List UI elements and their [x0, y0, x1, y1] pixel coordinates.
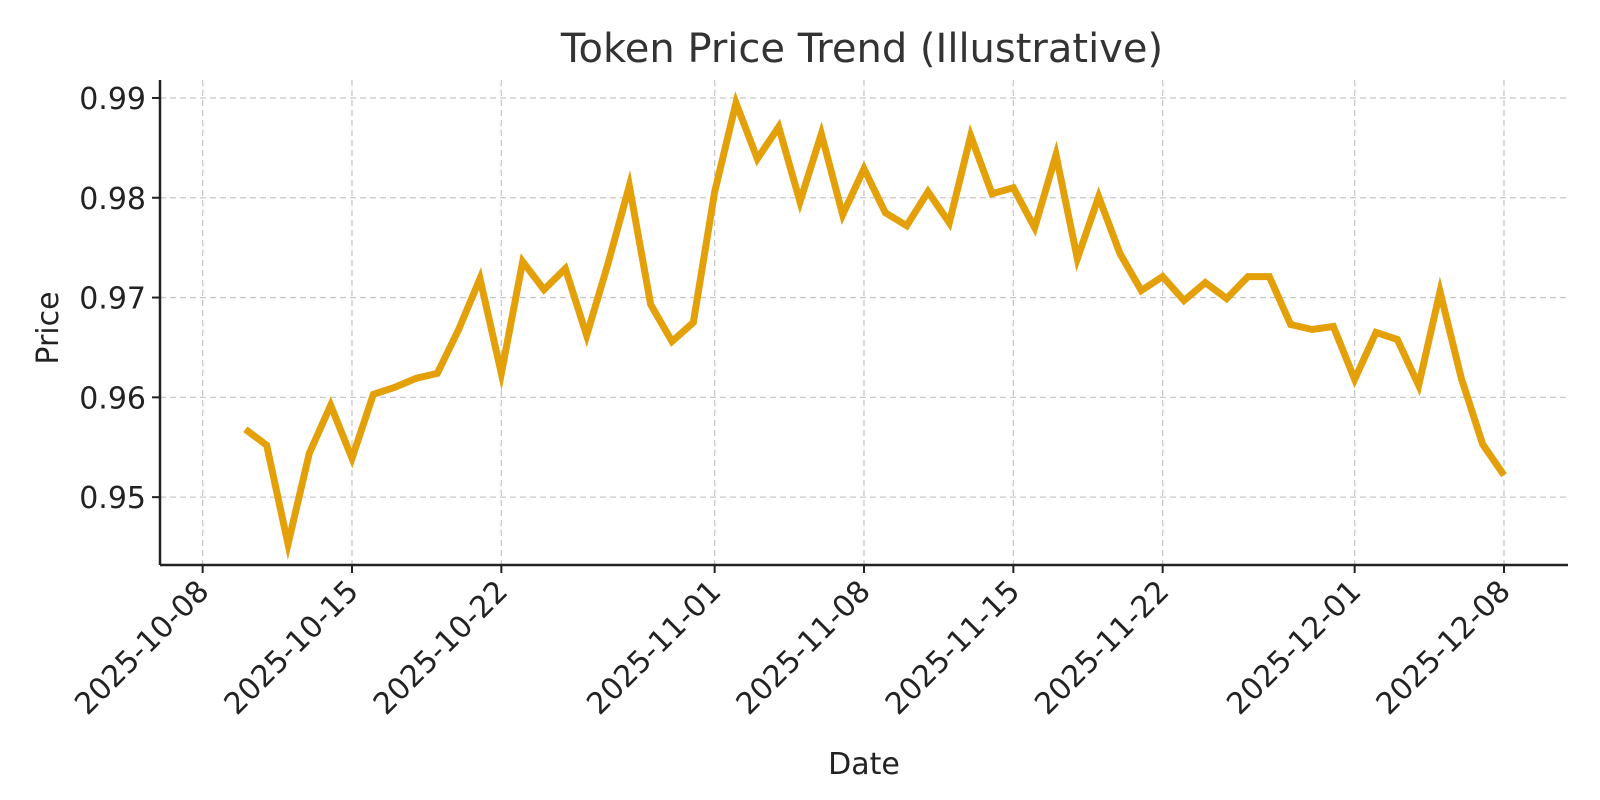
- price-data-point: [903, 222, 910, 229]
- y-tick-label: 0.95: [79, 481, 146, 516]
- price-data-point: [1074, 255, 1081, 262]
- price-data-point: [519, 258, 526, 265]
- price-data-point: [263, 442, 270, 449]
- price-data-point: [285, 541, 292, 548]
- y-ticks: 0.95 0.96 0.97 0.98 0.99: [79, 82, 160, 516]
- price-data-point: [839, 211, 846, 218]
- x-axis-label: Date: [828, 747, 900, 782]
- x-tick-label: 2025-12-01: [1220, 574, 1368, 722]
- series-layer: [242, 91, 1508, 560]
- x-tick-label: 2025-11-08: [730, 574, 878, 722]
- y-tick-label: 0.98: [79, 182, 146, 217]
- price-data-point: [1309, 326, 1316, 333]
- price-data-point: [1394, 336, 1401, 343]
- price-data-point: [1415, 382, 1422, 389]
- price-data-point: [1245, 273, 1252, 280]
- y-axis-label: Price: [31, 291, 66, 364]
- price-data-point: [391, 384, 398, 391]
- price-data-point: [733, 99, 740, 106]
- price-data-point: [882, 209, 889, 216]
- price-data-point: [1095, 193, 1102, 200]
- price-data-point: [370, 391, 377, 398]
- y-tick-label: 0.96: [79, 381, 146, 416]
- price-data-point: [1223, 295, 1230, 302]
- price-data-point: [818, 130, 825, 137]
- price-data-point: [541, 286, 548, 293]
- x-tick-label: 2025-10-08: [68, 574, 216, 722]
- x-tick-label: 2025-10-22: [367, 574, 515, 722]
- price-data-point: [1373, 329, 1380, 336]
- price-data-point: [413, 375, 420, 382]
- price-data-point: [1010, 184, 1017, 191]
- price-data-point: [1501, 472, 1508, 479]
- price-data-point: [498, 370, 505, 377]
- price-data-point: [605, 260, 612, 267]
- x-tick-label: 2025-12-08: [1370, 574, 1518, 722]
- price-data-point: [1437, 288, 1444, 295]
- grid-lines: [160, 80, 1568, 565]
- price-data-point: [242, 426, 249, 433]
- price-data-point: [967, 132, 974, 139]
- price-data-point: [775, 123, 782, 130]
- price-data-point: [925, 188, 932, 195]
- price-data-point: [626, 182, 633, 189]
- price-data-point: [989, 190, 996, 197]
- price-data-point: [477, 275, 484, 282]
- price-data-point: [1202, 279, 1209, 286]
- price-data-point: [306, 450, 313, 457]
- price-data-point: [1117, 250, 1124, 257]
- price-data-point: [1479, 441, 1486, 448]
- x-tick-label: 2025-11-22: [1028, 574, 1176, 722]
- price-data-point: [349, 455, 356, 462]
- price-data-point: [946, 219, 953, 226]
- price-data-point: [1031, 224, 1038, 231]
- price-data-point: [434, 370, 441, 377]
- price-data-point: [861, 165, 868, 172]
- price-data-point: [669, 338, 676, 345]
- price-data-point: [754, 155, 761, 162]
- x-tick-label: 2025-11-15: [879, 574, 1027, 722]
- price-data-point: [1351, 376, 1358, 383]
- price-data-point: [583, 332, 590, 339]
- x-ticks: 2025-10-08 2025-10-15 2025-10-22 2025-11-01…: [68, 565, 1518, 722]
- price-series-line: [243, 91, 1507, 560]
- x-tick-label: 2025-10-15: [218, 574, 366, 722]
- price-data-point: [1266, 273, 1273, 280]
- price-data-point: [690, 319, 697, 326]
- price-data-point: [1330, 323, 1337, 330]
- chart-title: Token Price Trend (Illustrative): [560, 26, 1163, 72]
- price-data-point: [711, 188, 718, 195]
- price-data-point: [1159, 273, 1166, 280]
- price-data-point: [327, 402, 334, 409]
- price-data-point: [1287, 321, 1294, 328]
- price-data-point: [562, 265, 569, 272]
- x-tick-label: 2025-11-01: [580, 574, 728, 722]
- price-data-point: [455, 326, 462, 333]
- y-tick-label: 0.97: [79, 282, 146, 317]
- price-data-point: [1053, 151, 1060, 158]
- price-data-point: [647, 301, 654, 308]
- price-data-point: [797, 198, 804, 205]
- price-data-point: [1138, 287, 1145, 294]
- y-tick-label: 0.99: [79, 82, 146, 117]
- price-data-point: [1181, 297, 1188, 304]
- price-data-point: [1458, 375, 1465, 382]
